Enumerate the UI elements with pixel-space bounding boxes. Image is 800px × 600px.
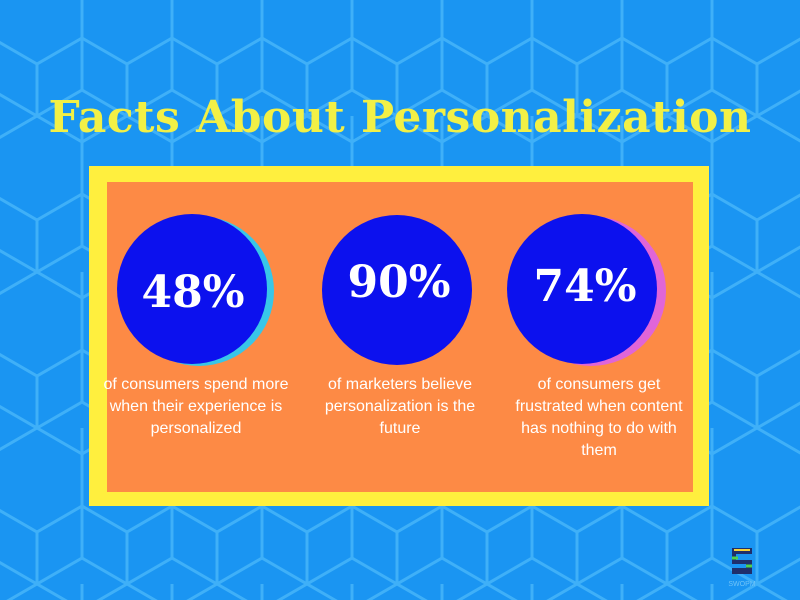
stat-description: of consumers spend more when their exper… xyxy=(103,376,289,437)
stat-circle xyxy=(507,214,657,364)
stat-circle xyxy=(322,215,472,365)
stat-value: 90% xyxy=(347,257,451,308)
stat-description: of consumers get frustrated when content… xyxy=(515,376,683,459)
stat-value: 74% xyxy=(533,261,637,312)
stat-value: 48% xyxy=(141,267,245,318)
page-title: Facts About Personalization xyxy=(48,92,752,143)
s-logo-icon: SWOPM xyxy=(728,548,756,588)
stat-description: of marketers believe personalization is … xyxy=(324,376,476,437)
stat-circle xyxy=(117,214,267,364)
logo-text: SWOPM xyxy=(728,581,755,588)
